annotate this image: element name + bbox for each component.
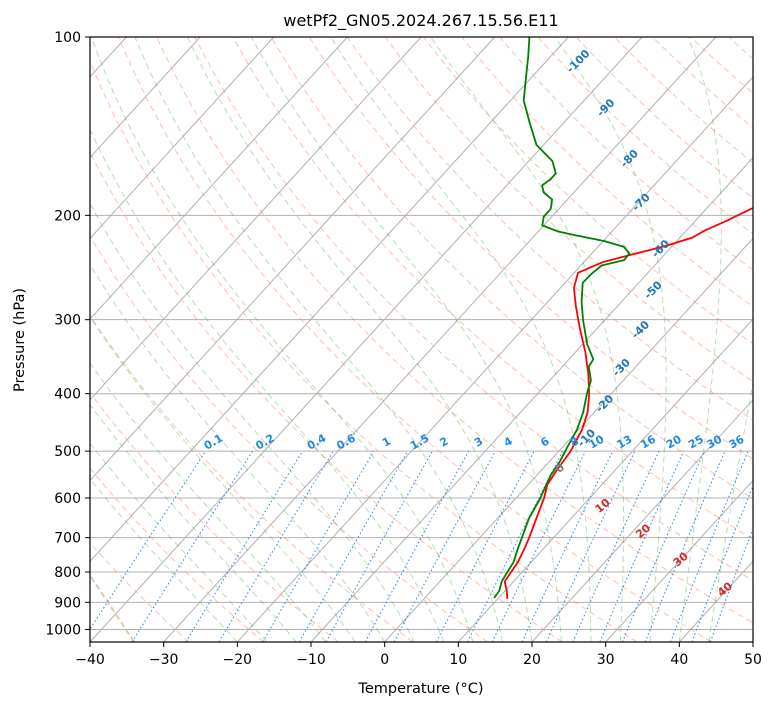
y-tick-label: 900 bbox=[54, 595, 81, 611]
y-tick-label: 800 bbox=[54, 565, 81, 581]
sounding-series bbox=[493, 37, 753, 599]
moist-adiabat-line bbox=[134, 37, 503, 642]
y-tick-label: 1000 bbox=[45, 622, 81, 638]
x-tick-label: 20 bbox=[523, 652, 541, 668]
isotherm-line bbox=[90, 37, 201, 159]
x-tick-label: 10 bbox=[449, 652, 467, 668]
mixing-ratio-line bbox=[572, 450, 660, 642]
isotherm-line bbox=[90, 37, 569, 563]
mixing-ratio-line bbox=[467, 450, 564, 642]
y-tick-label: 200 bbox=[54, 208, 81, 224]
x-tick-label: −10 bbox=[296, 652, 326, 668]
y-tick-label: 500 bbox=[54, 444, 81, 460]
x-tick-label: 30 bbox=[597, 652, 615, 668]
x-tick-label: −40 bbox=[75, 652, 105, 668]
moist-adiabat-line bbox=[186, 37, 533, 642]
mixing-ratio-line bbox=[621, 450, 705, 642]
mixing-ratio-line bbox=[393, 450, 496, 642]
dry-adiabat-line bbox=[385, 37, 753, 383]
isotherm-line bbox=[531, 399, 753, 642]
dry-adiabat-line bbox=[156, 37, 753, 624]
isotherm-line bbox=[90, 37, 275, 240]
axes: −40 −30 −20 −10 0 10 20 30 40 50 100 200 300 400 500 60… bbox=[45, 30, 762, 668]
moist-adiabat-line bbox=[90, 202, 415, 642]
moist-adiabat-line bbox=[90, 442, 268, 642]
mixing-ratio-line bbox=[599, 450, 685, 642]
mixing-ratio-line bbox=[709, 527, 753, 642]
moist-adiabat-line bbox=[554, 37, 667, 642]
mixing-ratio-line bbox=[325, 450, 433, 642]
isotherm-line bbox=[605, 479, 753, 642]
mixing-ratio-line bbox=[90, 450, 207, 631]
moist-adiabat-line bbox=[90, 362, 327, 642]
y-axis-label: Pressure (hPa) bbox=[12, 288, 28, 392]
moist-adiabat-line bbox=[708, 379, 753, 642]
plot-frame bbox=[89, 36, 754, 643]
mixing-ratio-line bbox=[691, 484, 753, 642]
mixing-ratio-line bbox=[670, 450, 749, 642]
isotherm-line bbox=[163, 37, 717, 642]
moist-adiabat-line bbox=[90, 263, 386, 642]
y-tick-label: 100 bbox=[54, 30, 81, 46]
dry-adiabat-line bbox=[194, 37, 753, 582]
dry-adiabat-line bbox=[346, 37, 753, 421]
moist-adiabat-line bbox=[250, 37, 562, 642]
chart-title: wetPf2_GN05.2024.267.15.56.E11 bbox=[283, 11, 558, 31]
dry-adiabat-line bbox=[90, 60, 638, 642]
background-lines bbox=[90, 37, 753, 642]
mixing-ratio-line bbox=[644, 450, 726, 642]
dry-adiabat-line bbox=[575, 37, 753, 199]
moist-adiabat-line bbox=[90, 403, 297, 642]
mixing-ratio-line bbox=[364, 450, 470, 642]
dry-adiabat-line bbox=[232, 37, 753, 540]
isotherm-line bbox=[457, 318, 753, 642]
dry-adiabat-line bbox=[90, 151, 563, 642]
dry-adiabat-line bbox=[423, 37, 753, 345]
x-tick-label: 40 bbox=[670, 652, 688, 668]
isotherm-line bbox=[236, 76, 753, 642]
moist-adiabat-line bbox=[678, 37, 722, 642]
x-tick-label: −30 bbox=[149, 652, 179, 668]
isotherm-line bbox=[90, 37, 643, 642]
x-tick-label: 50 bbox=[744, 652, 762, 668]
moist-adiabat-line bbox=[430, 37, 625, 642]
mixing-ratio-line bbox=[131, 450, 254, 642]
isotherm-line bbox=[90, 37, 496, 482]
dry-adiabat-line bbox=[90, 391, 339, 642]
y-tick-label: 300 bbox=[54, 313, 81, 329]
y-tick-label: 400 bbox=[54, 387, 81, 403]
moist-adiabat-line bbox=[330, 37, 592, 642]
x-axis-label: Temperature (°C) bbox=[357, 681, 483, 697]
y-tick-label: 600 bbox=[54, 491, 81, 507]
temperature-profile-line bbox=[503, 207, 753, 599]
dry-adiabat-line bbox=[90, 314, 414, 642]
mixing-ratio-line bbox=[185, 450, 304, 642]
moist-adiabat-line bbox=[90, 315, 356, 642]
isotherm-line bbox=[90, 37, 348, 320]
moist-adiabat-line bbox=[90, 37, 474, 642]
y-tick-label: 700 bbox=[54, 531, 81, 547]
dry-adiabat-line bbox=[118, 37, 712, 642]
isotherm-line bbox=[90, 37, 422, 401]
x-tick-label: −20 bbox=[223, 652, 253, 668]
isotherm-line bbox=[384, 237, 753, 642]
dry-adiabat-line bbox=[537, 37, 753, 235]
dewpoint-profile-line bbox=[493, 37, 631, 599]
moist-adiabat-line bbox=[90, 478, 238, 642]
moist-adiabat-line bbox=[90, 128, 445, 642]
x-tick-label: 0 bbox=[380, 652, 389, 668]
